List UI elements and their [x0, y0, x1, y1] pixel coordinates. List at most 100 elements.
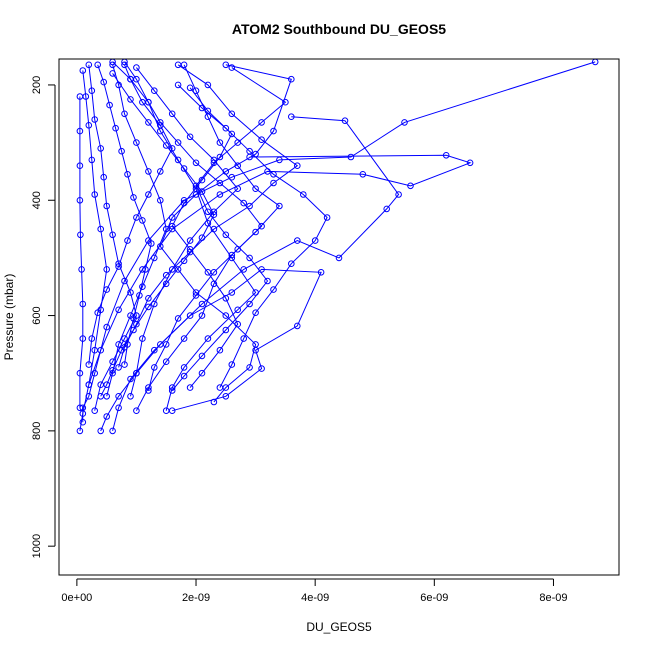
data-point — [151, 364, 158, 371]
data-point — [103, 266, 110, 273]
data-point — [210, 269, 218, 276]
data-point — [145, 168, 152, 175]
data-point — [76, 404, 84, 412]
data-point — [162, 341, 170, 348]
data-point — [258, 365, 265, 372]
data-point — [148, 240, 155, 247]
data-point — [228, 110, 236, 118]
data-point — [204, 208, 212, 216]
data-point — [97, 225, 104, 233]
data-point — [186, 133, 194, 141]
series-line-1 — [79, 154, 472, 431]
data-point — [112, 124, 119, 132]
data-point — [77, 231, 84, 239]
data-point — [311, 237, 319, 244]
data-point — [270, 171, 277, 178]
data-point — [157, 197, 164, 204]
data-point — [240, 199, 247, 207]
data-point — [180, 257, 188, 265]
data-point — [85, 61, 93, 69]
data-point — [192, 292, 200, 299]
data-point — [94, 61, 101, 69]
data-point — [79, 300, 87, 308]
data-point — [270, 286, 277, 293]
data-point — [78, 266, 85, 273]
data-point — [210, 225, 218, 233]
data-point — [157, 119, 164, 126]
data-point — [407, 182, 414, 190]
series-line-16 — [97, 64, 152, 365]
data-point — [130, 194, 137, 201]
data-point — [88, 87, 96, 94]
data-point — [168, 110, 176, 118]
y-tick-label: 200 — [31, 76, 43, 94]
data-point — [383, 205, 391, 213]
data-point — [335, 254, 343, 262]
data-point — [347, 153, 355, 161]
data-point — [401, 119, 408, 126]
y-tick-label: 600 — [31, 306, 43, 324]
series-line-3 — [112, 268, 322, 432]
data-point — [192, 159, 200, 167]
data-point — [442, 152, 450, 159]
data-point — [222, 231, 230, 239]
data-point — [103, 413, 110, 420]
data-layer — [76, 58, 599, 435]
data-point — [294, 162, 301, 169]
data-point — [246, 300, 253, 308]
data-point — [359, 171, 367, 178]
data-point — [186, 384, 194, 391]
data-point — [174, 81, 182, 89]
data-point — [246, 202, 253, 210]
data-point — [109, 367, 116, 374]
data-point — [204, 81, 212, 89]
data-point — [204, 335, 212, 342]
data-point — [115, 404, 122, 412]
data-point — [79, 418, 87, 426]
data-point — [216, 139, 224, 146]
data-point — [133, 320, 140, 328]
data-point — [127, 393, 134, 400]
data-point — [192, 191, 200, 198]
data-point — [252, 309, 259, 317]
data-point — [198, 312, 206, 319]
data-point — [174, 139, 182, 146]
data-point — [228, 173, 236, 181]
data-point — [124, 237, 131, 244]
series-line-12 — [171, 67, 287, 391]
data-point — [133, 407, 140, 415]
series-line-7 — [159, 64, 292, 403]
data-point — [246, 147, 253, 155]
data-point — [210, 211, 218, 218]
x-tick-label: 6e-09 — [420, 592, 448, 604]
data-point — [222, 124, 230, 132]
data-point — [180, 335, 188, 342]
data-point — [97, 393, 104, 400]
data-point — [100, 173, 107, 181]
data-point — [234, 246, 241, 253]
x-tick-label: 0e+00 — [61, 592, 92, 604]
series-line-14 — [171, 87, 239, 388]
data-point — [174, 315, 182, 322]
data-point — [85, 381, 93, 389]
data-point — [79, 335, 87, 342]
data-point — [222, 61, 230, 69]
x-tick-label: 2e-09 — [182, 592, 210, 604]
data-point — [222, 312, 230, 319]
y-axis-label: Pressure (mbar) — [2, 274, 16, 361]
data-point — [94, 309, 101, 317]
data-point — [76, 197, 84, 204]
data-point — [109, 427, 116, 435]
data-point — [288, 113, 295, 120]
data-point — [216, 191, 224, 198]
data-point — [121, 335, 128, 342]
series-line-13 — [106, 64, 167, 397]
data-point — [97, 427, 104, 435]
series-line-4 — [112, 61, 257, 411]
data-point — [180, 199, 188, 207]
data-point — [79, 67, 87, 74]
data-point — [210, 398, 218, 406]
data-point — [162, 225, 170, 233]
data-point — [130, 326, 137, 334]
